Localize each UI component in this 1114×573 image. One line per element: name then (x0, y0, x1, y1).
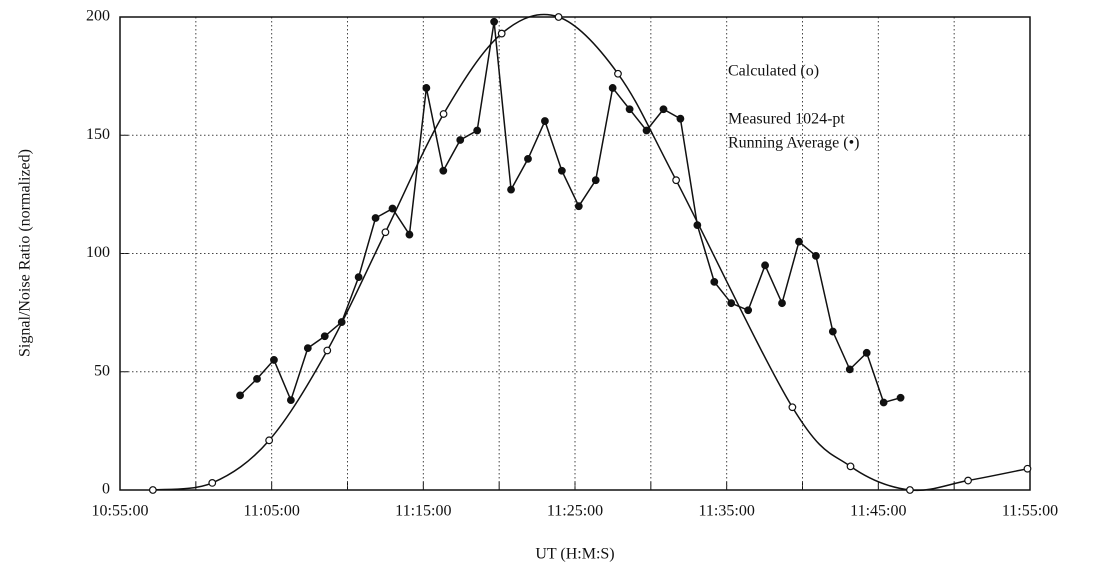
y-tick-label: 100 (86, 244, 110, 261)
data-point (811, 251, 820, 260)
data-point (625, 105, 634, 114)
data-point (208, 479, 217, 487)
annotation: Running Average (•) (728, 135, 860, 152)
series-line (239, 21, 901, 404)
data-point (270, 356, 278, 364)
data-point (148, 486, 157, 494)
x-tick-label: 11:45:00 (850, 503, 906, 520)
annotation: Measured 1024-pt (728, 111, 845, 128)
data-point (727, 299, 736, 308)
data-point (795, 237, 803, 246)
data-point (591, 176, 600, 185)
data-point (676, 114, 685, 123)
data-point (286, 396, 295, 405)
data-point (507, 185, 515, 194)
x-tick-label: 11:05:00 (244, 503, 300, 520)
data-point (323, 346, 332, 355)
data-point (381, 228, 390, 237)
data-point (388, 204, 397, 213)
plot-frame (119, 16, 1031, 491)
data-point (642, 126, 651, 135)
data-point (846, 462, 855, 471)
data-point (439, 166, 448, 175)
data-point (497, 29, 506, 38)
x-tick-label: 11:15:00 (395, 503, 451, 520)
data-point (845, 365, 854, 374)
y-tick-label: 150 (86, 126, 110, 143)
data-point (608, 84, 617, 92)
data-point (473, 126, 482, 135)
data-point (862, 348, 871, 357)
data-point (554, 13, 563, 21)
data-point (614, 69, 622, 78)
data-point (456, 136, 465, 144)
data-point (879, 398, 888, 407)
x-tick-label: 11:55:00 (1002, 503, 1058, 520)
data-point (693, 221, 702, 230)
data-point (439, 110, 448, 118)
data-point (524, 154, 532, 163)
data-point (964, 476, 972, 485)
data-point (320, 332, 329, 341)
data-point (371, 214, 380, 222)
data-point (265, 436, 274, 445)
data-point (303, 344, 312, 353)
data-point (710, 277, 719, 286)
x-tick-label: 11:35:00 (699, 503, 755, 520)
data-point (828, 327, 837, 336)
data-point (236, 391, 244, 400)
y-axis-label: Signal/Noise Ratio (normalized) (17, 149, 34, 357)
data-point (744, 306, 753, 315)
y-tick-label: 200 (86, 8, 110, 25)
data-point (253, 374, 261, 383)
series-line (152, 13, 1028, 492)
y-tick-label: 50 (94, 362, 110, 379)
y-tick-label: 0 (102, 481, 110, 498)
data-point (541, 117, 549, 125)
data-point (422, 84, 431, 92)
x-tick-label: 11:25:00 (547, 503, 603, 520)
annotation: Calculated (o) (728, 63, 819, 80)
data-point (574, 202, 583, 211)
data-point (896, 393, 905, 402)
data-point (354, 273, 363, 282)
data-point (557, 166, 566, 175)
data-point (1023, 464, 1032, 473)
data-point (672, 176, 681, 185)
data-point (761, 261, 769, 270)
data-point (490, 17, 499, 26)
data-point (337, 318, 346, 326)
data-point (788, 403, 797, 412)
x-axis-label: UT (H:M:S) (535, 546, 614, 563)
data-point (906, 486, 914, 494)
x-tick-label: 10:55:00 (92, 503, 149, 520)
data-point (405, 230, 414, 239)
data-point (659, 105, 668, 114)
data-point (778, 299, 786, 308)
